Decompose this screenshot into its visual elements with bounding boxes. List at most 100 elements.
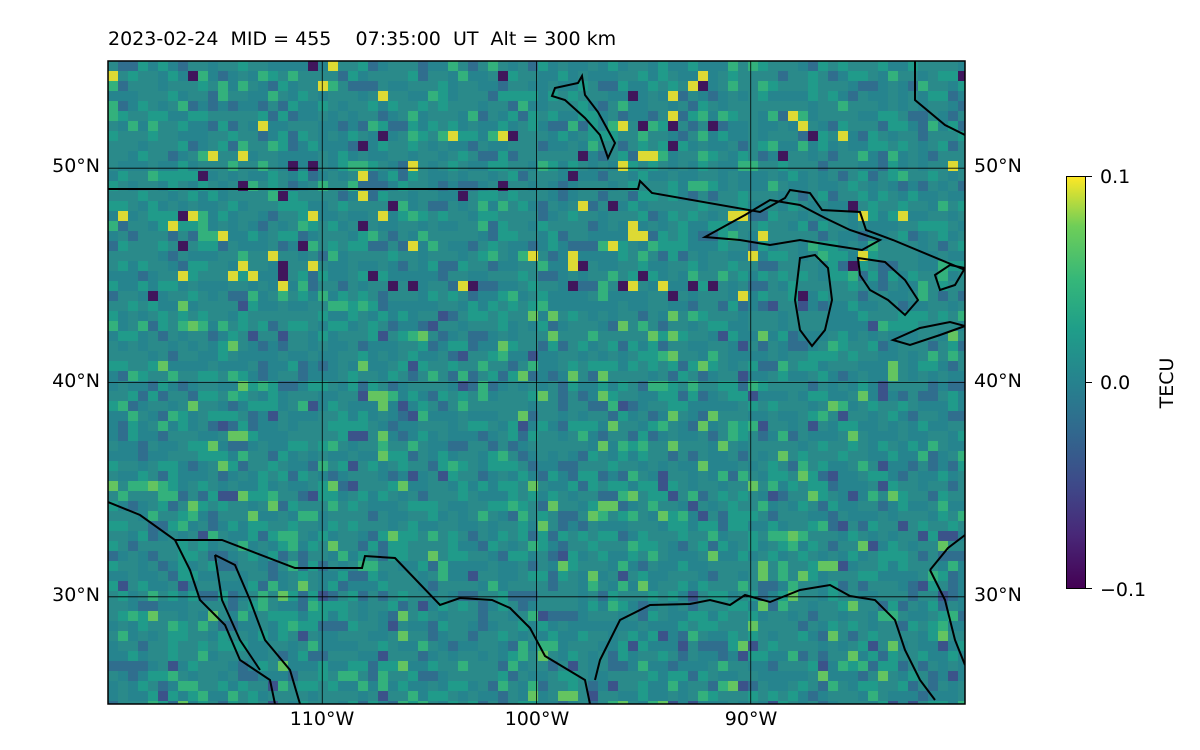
tec-cell <box>548 471 558 481</box>
tec-cell <box>148 131 158 141</box>
tec-cell <box>888 551 898 561</box>
tec-cell <box>128 61 138 71</box>
tec-cell <box>788 121 798 131</box>
tec-cell <box>498 571 508 581</box>
tec-cell <box>198 391 208 401</box>
tec-cell <box>248 501 258 511</box>
tec-cell <box>888 541 898 551</box>
tec-cell <box>128 621 138 631</box>
tec-cell <box>498 591 508 601</box>
tec-cell <box>108 321 118 331</box>
tec-cell <box>838 471 848 481</box>
tec-cell <box>248 421 258 431</box>
tec-cell <box>828 341 838 351</box>
tec-cell <box>748 591 758 601</box>
tec-cell <box>638 71 648 81</box>
tec-cell <box>138 641 148 651</box>
tec-cell <box>688 341 698 351</box>
tec-cell <box>388 311 398 321</box>
tec-cell <box>658 681 668 691</box>
tec-cell <box>608 441 618 451</box>
tec-cell <box>928 511 938 521</box>
tec-cell <box>308 591 318 601</box>
tec-cell <box>148 411 158 421</box>
tec-cell <box>168 151 178 161</box>
tec-cell <box>458 281 468 291</box>
tec-cell <box>428 161 438 171</box>
tec-cell <box>688 521 698 531</box>
tec-cell <box>908 701 918 704</box>
tec-cell <box>618 701 628 704</box>
tec-cell <box>618 241 628 251</box>
tec-cell <box>628 291 638 301</box>
tec-cell <box>878 451 888 461</box>
tec-cell <box>508 301 518 311</box>
tec-cell <box>248 401 258 411</box>
tec-cell <box>958 561 965 571</box>
tec-cell <box>918 581 928 591</box>
tec-cell <box>158 471 168 481</box>
tec-cell <box>558 471 568 481</box>
tec-cell <box>828 181 838 191</box>
tec-cell <box>178 241 188 251</box>
tec-cell <box>188 271 198 281</box>
tec-cell <box>408 311 418 321</box>
tec-cell <box>918 501 928 511</box>
tec-cell <box>878 151 888 161</box>
tec-cell <box>328 261 338 271</box>
tec-cell <box>358 291 368 301</box>
tec-cell <box>328 221 338 231</box>
tec-cell <box>488 391 498 401</box>
tec-cell <box>678 141 688 151</box>
tec-cell <box>328 321 338 331</box>
tec-cell <box>898 501 908 511</box>
tec-cell <box>878 271 888 281</box>
tec-cell <box>548 211 558 221</box>
tec-cell <box>288 81 298 91</box>
colorbar <box>1066 176 1086 589</box>
tec-cell <box>848 561 858 571</box>
tec-cell <box>338 321 348 331</box>
tec-cell <box>678 131 688 141</box>
tec-cell <box>538 61 548 71</box>
tec-cell <box>248 491 258 501</box>
tec-cell <box>948 551 958 561</box>
tec-cell <box>868 621 878 631</box>
tec-cell <box>288 471 298 481</box>
tec-cell <box>148 611 158 621</box>
tec-cell <box>458 571 468 581</box>
tec-cell <box>818 121 828 131</box>
tec-cell <box>568 471 578 481</box>
tec-cell <box>688 551 698 561</box>
tec-cell <box>958 291 965 301</box>
tec-cell <box>108 581 118 591</box>
tec-cell <box>688 631 698 641</box>
tec-cell <box>948 621 958 631</box>
tec-cell <box>698 491 708 501</box>
tec-cell <box>638 81 648 91</box>
tec-cell <box>518 411 528 421</box>
tec-cell <box>878 461 888 471</box>
tec-cell <box>718 551 728 561</box>
tec-cell <box>738 581 748 591</box>
tec-cell <box>538 541 548 551</box>
tec-cell <box>608 701 618 704</box>
tec-cell <box>748 481 758 491</box>
tec-cell <box>538 161 548 171</box>
tec-cell <box>768 651 778 661</box>
tec-cell <box>948 71 958 81</box>
tec-cell <box>718 481 728 491</box>
tec-cell <box>648 511 658 521</box>
tec-cell <box>548 611 558 621</box>
tec-cell <box>378 451 388 461</box>
tec-cell <box>288 611 298 621</box>
tec-cell <box>228 71 238 81</box>
tec-cell <box>768 261 778 271</box>
tec-cell <box>758 141 768 151</box>
tec-cell <box>178 591 188 601</box>
tec-cell <box>618 531 628 541</box>
tec-cell <box>498 451 508 461</box>
tec-cell <box>848 551 858 561</box>
tec-cell <box>298 281 308 291</box>
tec-cell <box>378 311 388 321</box>
